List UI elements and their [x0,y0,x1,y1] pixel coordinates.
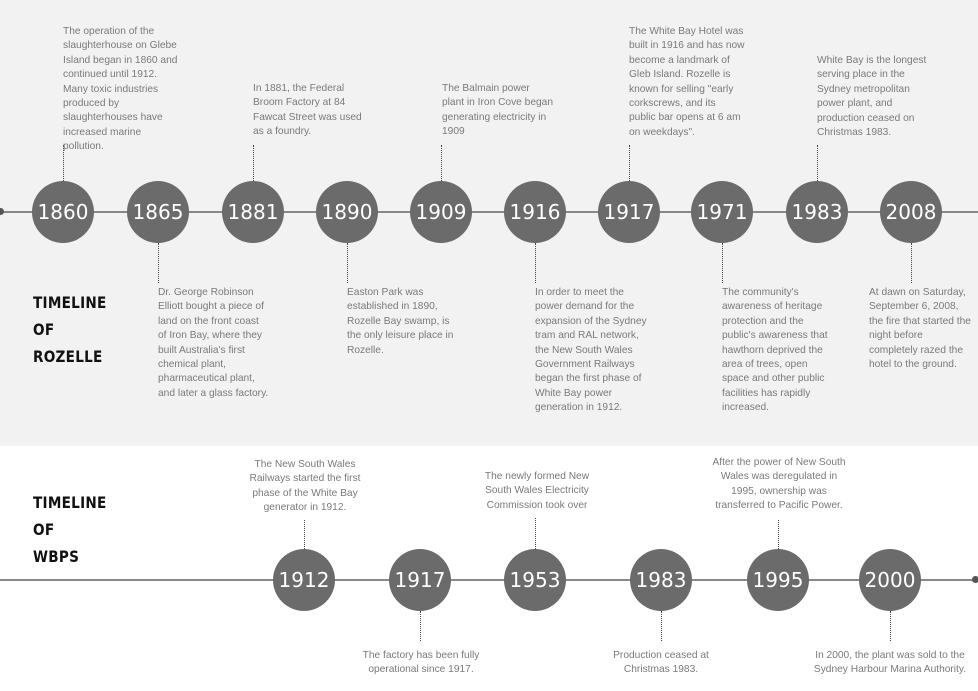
event-connector [778,520,779,549]
year-node: 1909 [410,181,472,243]
event-connector [661,611,662,641]
year-node: 1890 [316,181,378,243]
wbps-title-line: TIMELINE [33,493,107,512]
year-node: 2000 [859,549,921,611]
year-node: 1916 [504,181,566,243]
event-connector [63,145,64,181]
event-note: In 1881, the Federal Broom Factory at 84… [253,83,362,138]
year-node: 1953 [504,549,566,611]
wbps-axis [0,579,978,581]
rozelle-title-line: ROZELLE [33,347,103,366]
event-connector [817,145,818,181]
year-node: 2008 [880,181,942,243]
event-note: The Balmain power plant in Iron Cove beg… [442,83,554,138]
year-node: 1983 [630,549,692,611]
year-node: 1971 [691,181,753,243]
event-note: In 2000, the plant was sold to the Sydne… [813,650,967,676]
rozelle-title: TIMELINE OF ROZELLE [33,289,107,370]
rozelle-axis [0,211,978,213]
event-connector [347,243,348,283]
event-note: The community's awareness of heritage pr… [722,287,828,414]
rozelle-title-line: OF [33,320,55,339]
year-node: 1917 [389,549,451,611]
event-connector [890,611,891,641]
event-note: The newly formed New South Wales Electri… [484,471,590,511]
event-note: The factory has been fully operational s… [362,650,480,676]
event-connector [722,243,723,283]
wbps-panel [0,446,978,691]
event-note: Dr. George Robinson Elliott bought a pie… [158,287,269,399]
event-connector [253,145,254,181]
event-note: After the power of New South Wales was d… [712,457,846,512]
event-connector [441,145,442,181]
rozelle-title-line: TIMELINE [33,293,107,312]
year-node: 1983 [786,181,848,243]
wbps-title: TIMELINE OF WBPS [33,489,107,570]
rozelle-axis-start-dot [0,208,4,215]
event-note: The White Bay Hotel was built in 1916 an… [629,26,745,138]
event-note: Production ceased at Christmas 1983. [613,650,709,676]
event-connector [535,518,536,549]
event-connector [535,243,536,283]
wbps-axis-end-dot [972,576,978,583]
year-node: 1917 [598,181,660,243]
event-note: Easton Park was established in 1890, Roz… [347,287,454,356]
year-node: 1881 [222,181,284,243]
event-connector [629,145,630,181]
event-note: The New South Wales Railways started the… [249,459,361,514]
wbps-title-line: OF [33,520,55,539]
event-connector [911,243,912,283]
event-connector [304,520,305,549]
event-connector [158,243,159,283]
year-node: 1995 [747,549,809,611]
wbps-title-line: WBPS [33,547,80,566]
event-connector [420,611,421,641]
event-note: In order to meet the power demand for th… [535,287,647,414]
event-note: The operation of the slaughterhouse on G… [63,26,178,153]
event-note: White Bay is the longest serving place i… [817,55,927,139]
year-node: 1912 [273,549,335,611]
year-node: 1860 [32,181,94,243]
event-note: At dawn on Saturday, September 6, 2008, … [869,287,971,371]
year-node: 1865 [127,181,189,243]
